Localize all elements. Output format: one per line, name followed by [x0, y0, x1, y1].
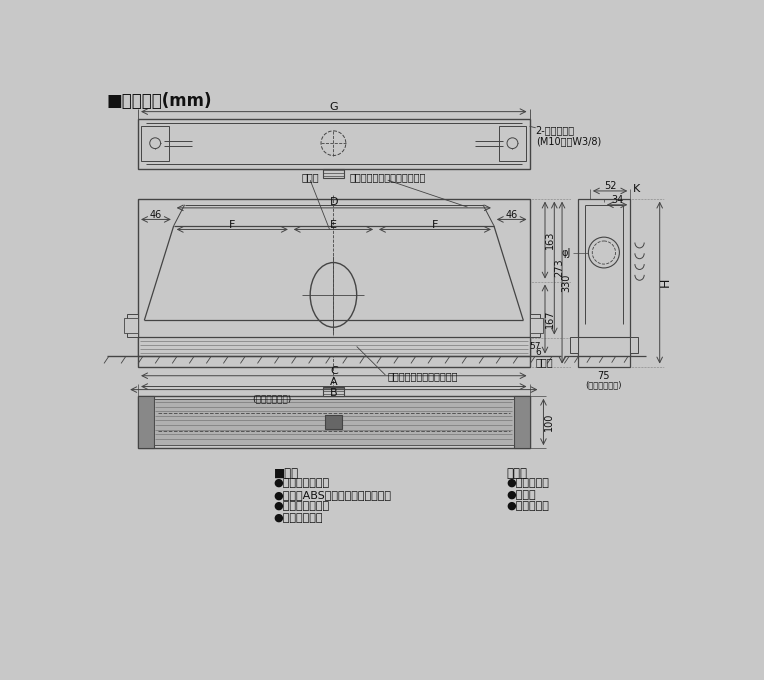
Bar [138, 118, 529, 169]
Text: B: B [330, 388, 338, 398]
Text: 75: 75 [597, 371, 610, 381]
Text: 273: 273 [554, 259, 564, 277]
Text: ●平座金: ●平座金 [507, 490, 536, 500]
Bar [138, 396, 154, 448]
Bar [154, 399, 514, 445]
Text: 6: 6 [536, 348, 541, 357]
Bar [138, 337, 529, 356]
Text: F: F [229, 220, 235, 230]
Text: H: H [659, 278, 672, 287]
Bar [529, 314, 540, 337]
Text: 天井面: 天井面 [536, 358, 553, 368]
Text: F: F [432, 220, 438, 230]
Bar [498, 126, 526, 161]
Text: ラインスリット吹出チャンバ: ラインスリット吹出チャンバ [349, 172, 426, 182]
Bar [141, 126, 169, 161]
Bar [529, 318, 543, 333]
Bar [514, 396, 529, 448]
Bar [128, 314, 138, 337]
Text: φJ: φJ [562, 248, 571, 258]
Text: 46: 46 [506, 210, 518, 220]
Bar [325, 415, 342, 429]
Text: 34: 34 [611, 195, 623, 205]
Bar [578, 199, 630, 367]
Text: 100: 100 [544, 413, 554, 431]
Bar [630, 337, 638, 353]
Bar [125, 318, 138, 333]
Text: ■外形寸法(mm): ■外形寸法(mm) [106, 92, 212, 110]
Text: (天井開口寸法): (天井開口寸法) [252, 394, 291, 403]
Text: 163: 163 [545, 231, 555, 250]
Bar [138, 199, 529, 367]
Text: A: A [330, 377, 338, 387]
Text: 167: 167 [545, 310, 555, 328]
Text: ●チャンバ鋼板製: ●チャンバ鋼板製 [274, 501, 330, 511]
Bar [138, 396, 529, 448]
Bar [322, 386, 345, 396]
Text: 52: 52 [604, 182, 617, 191]
Text: 46: 46 [150, 210, 162, 220]
Text: ダンパ: ダンパ [301, 172, 319, 182]
Text: 330: 330 [562, 273, 571, 292]
Text: ●ダンパ鋼板製: ●ダンパ鋼板製 [274, 513, 323, 523]
Circle shape [150, 138, 160, 149]
Text: K: K [633, 184, 640, 194]
Bar [578, 337, 630, 356]
Text: E: E [330, 220, 337, 230]
Text: C: C [330, 366, 338, 376]
Text: ●水平羽根可動形: ●水平羽根可動形 [274, 478, 330, 488]
Text: D: D [329, 197, 338, 207]
Bar [322, 169, 345, 178]
Text: ラインスリット吹出グリル: ラインスリット吹出グリル [387, 371, 458, 381]
Text: ■仕様: ■仕様 [274, 466, 299, 479]
Bar [570, 337, 578, 353]
Text: 2-吊ボルト穴
(M10又はW3/8): 2-吊ボルト穴 (M10又はW3/8) [536, 124, 601, 146]
Text: ●据付説明書: ●据付説明書 [507, 501, 549, 511]
Circle shape [588, 237, 620, 268]
Text: ●六角ナット: ●六角ナット [507, 478, 549, 488]
Text: G: G [329, 102, 338, 112]
Circle shape [507, 138, 518, 149]
Text: ●グリルABS樹脂・鋼板・アルミ製: ●グリルABS樹脂・鋼板・アルミ製 [274, 490, 392, 500]
Text: 57: 57 [529, 342, 541, 351]
Text: (天井開口寸法): (天井開口寸法) [586, 381, 622, 390]
Text: 付属品: 付属品 [507, 466, 527, 479]
